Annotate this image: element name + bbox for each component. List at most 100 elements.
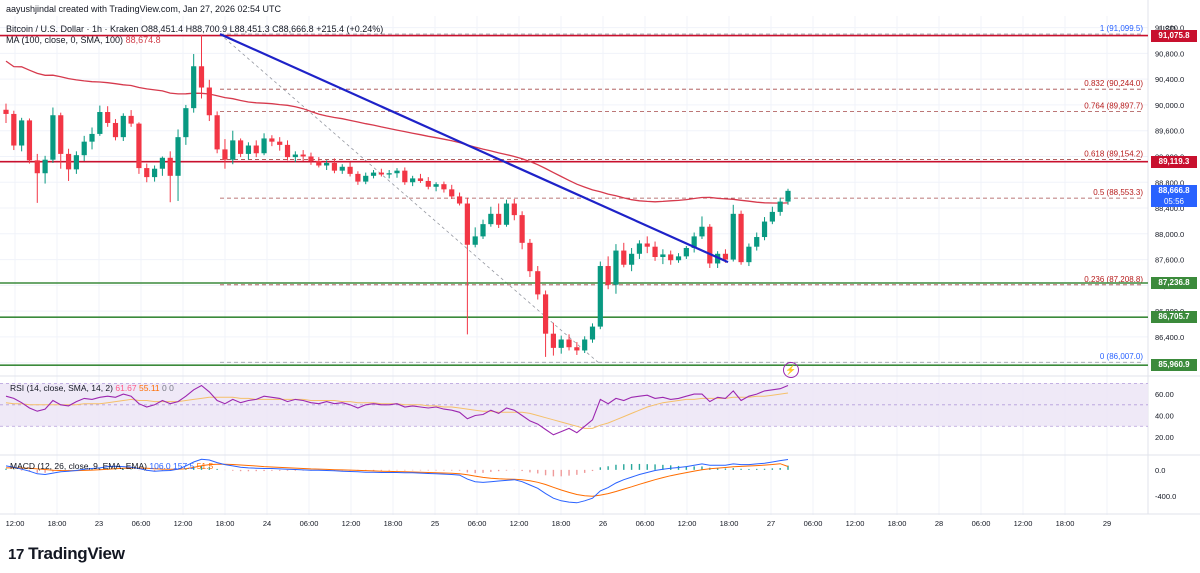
candle-body bbox=[206, 87, 212, 116]
time-tick-label: 18:00 bbox=[384, 519, 403, 528]
level-badge: 86,705.7 bbox=[1151, 311, 1197, 324]
candle-body bbox=[331, 162, 338, 171]
candle-body bbox=[566, 339, 572, 348]
candle-body bbox=[355, 173, 361, 182]
time-tick-label: 06:00 bbox=[300, 519, 319, 528]
last-price-value: 88,666.8 bbox=[1158, 185, 1190, 195]
candle-body bbox=[292, 154, 298, 158]
level-badge: 87,236.8 bbox=[1151, 276, 1197, 289]
candle-body bbox=[167, 157, 173, 176]
time-tick-label: 18:00 bbox=[888, 519, 907, 528]
tradingview-logo[interactable]: 17 TradingView bbox=[8, 544, 125, 564]
candle-body bbox=[722, 253, 729, 260]
candle-body bbox=[3, 109, 9, 114]
candle-body bbox=[269, 138, 275, 142]
candle-body bbox=[300, 154, 306, 157]
time-tick-label: 25 bbox=[431, 519, 439, 528]
candle-body bbox=[629, 253, 635, 265]
candle-body bbox=[496, 213, 502, 225]
symbol-ohlc-legend[interactable]: Bitcoin / U.S. Dollar · 1h · Kraken O88,… bbox=[6, 24, 384, 34]
currency-label[interactable]: USD bbox=[1159, 25, 1176, 34]
macd-signal-value: 51.5 bbox=[196, 461, 214, 471]
candle-body bbox=[136, 123, 142, 169]
macd-pane: 0.0 -400.0 bbox=[5, 458, 1176, 504]
time-tick-label: 18:00 bbox=[1056, 519, 1075, 528]
time-tick-label: 12:00 bbox=[1014, 519, 1033, 528]
candle-body bbox=[324, 162, 330, 166]
candle-body bbox=[503, 203, 510, 225]
ma-legend[interactable]: MA (100, close, 0, SMA, 100) 88,674.8 bbox=[6, 35, 161, 45]
rsi-band-a: 0 bbox=[162, 383, 167, 393]
macd-tick-label: 0.0 bbox=[1155, 466, 1165, 475]
grid bbox=[0, 0, 1200, 515]
time-tick-label: 26 bbox=[599, 519, 607, 528]
candle-body bbox=[245, 145, 252, 154]
candle-body bbox=[558, 339, 564, 348]
lightning-icon[interactable]: ⚡ bbox=[783, 362, 799, 378]
fib-label-0.832: 0.832 (90,244.0) bbox=[1084, 79, 1143, 88]
time-tick-label: 06:00 bbox=[132, 519, 151, 528]
candle-body bbox=[151, 168, 158, 178]
candle-body bbox=[769, 211, 775, 222]
candle-body bbox=[652, 246, 658, 258]
time-tick-label: 18:00 bbox=[48, 519, 67, 528]
candle-body bbox=[253, 145, 259, 154]
candle-body bbox=[65, 153, 72, 170]
candle-body bbox=[11, 113, 17, 146]
candle-body bbox=[425, 180, 431, 187]
candle-body bbox=[449, 189, 455, 197]
rsi-ma-value: 55.11 bbox=[139, 383, 160, 393]
rsi-legend[interactable]: RSI (14, close, SMA, 14, 2) 61.67 55.11 … bbox=[10, 383, 174, 393]
candle-body bbox=[621, 250, 627, 265]
candle-body bbox=[175, 137, 181, 176]
candle-body bbox=[589, 326, 596, 340]
candle-body bbox=[58, 115, 64, 154]
fib-label-1: 1 (91,099.5) bbox=[1100, 24, 1143, 33]
macd-legend[interactable]: MACD (12, 26, close, 9, EMA, EMA) 106.0 … bbox=[10, 461, 213, 471]
candle-body bbox=[410, 178, 416, 183]
price-tick-label: 88,000.0 bbox=[1155, 230, 1184, 239]
time-tick-label: 23 bbox=[95, 519, 103, 528]
candle-body bbox=[707, 226, 713, 264]
fib-label-0.764: 0.764 (89,897.7) bbox=[1084, 102, 1143, 111]
candle-body bbox=[144, 168, 150, 178]
fib-label-0.618: 0.618 (89,154.2) bbox=[1084, 149, 1143, 158]
candle-body bbox=[785, 190, 791, 202]
candle-body bbox=[488, 213, 494, 225]
rsi-line bbox=[5, 384, 789, 436]
bar-countdown: 05:56 bbox=[1163, 196, 1185, 206]
fib-label-0.5: 0.5 (88,553.3) bbox=[1093, 188, 1143, 197]
candle-body bbox=[386, 173, 392, 175]
rsi-band-b: 0 bbox=[169, 383, 174, 393]
ma-legend-value: 88,674.8 bbox=[125, 35, 161, 45]
price-tick-label: 90,800.0 bbox=[1155, 49, 1184, 58]
candle-body bbox=[81, 141, 87, 156]
price-tick-label: 88,400.0 bbox=[1155, 204, 1184, 213]
rsi-tick-label: 20.00 bbox=[1155, 433, 1174, 442]
macd-legend-label: MACD (12, 26, close, 9, EMA, EMA) bbox=[10, 461, 147, 471]
price-tick-label: 88,800.0 bbox=[1155, 178, 1184, 187]
candle-body bbox=[691, 236, 697, 248]
candle-body bbox=[73, 155, 79, 170]
rsi-pane: 60.00 40.00 20.00 bbox=[0, 382, 1174, 442]
candle-body bbox=[89, 133, 95, 142]
candle-body bbox=[105, 112, 111, 123]
candle-body bbox=[597, 266, 603, 327]
candle-body bbox=[433, 184, 439, 187]
level-badge: 91,075.8 bbox=[1151, 29, 1197, 42]
fibonacci-retracement: 1 (91,099.5) 0.832 (90,244.0) 0.764 (89,89… bbox=[219, 24, 1143, 363]
price-tick-label: 89,600.0 bbox=[1155, 127, 1184, 136]
time-tick-label: 06:00 bbox=[636, 519, 655, 528]
candle-body bbox=[50, 115, 56, 160]
candle-body bbox=[284, 144, 291, 158]
candle-body bbox=[128, 115, 134, 124]
time-tick-label: 12:00 bbox=[510, 519, 529, 528]
rsi-legend-label: RSI (14, close, SMA, 14, 2) bbox=[10, 383, 113, 393]
candle-body bbox=[480, 224, 486, 237]
candle-body bbox=[183, 108, 189, 138]
time-tick-label: 18:00 bbox=[216, 519, 235, 528]
last-price-badge: 88,666.8 05:56 bbox=[1151, 184, 1197, 207]
candle-body bbox=[464, 203, 470, 245]
price-tick-label: 90,000.0 bbox=[1155, 101, 1184, 110]
